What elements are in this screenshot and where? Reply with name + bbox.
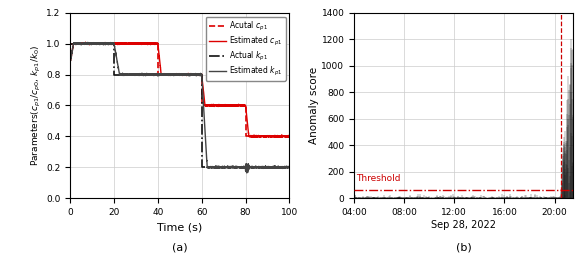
Title: (a): (a) [172,243,188,253]
Title: (b): (b) [456,243,472,253]
Acutal $c_{p1}$ [154,73,161,76]
Legend: Acutal $c_{p1}$, Estimated $c_{p1}$, Actual $k_{p1}$, Estimated $k_{p1}$: Acutal $c_{p1}$, Estimated $c_{p1}$, Act… [206,17,285,81]
Estimated $k_{p1}$ [243,171,250,174]
Acutal $c_{p1}$ [67,42,74,45]
Estimated $k_{p1}$ [258,166,265,169]
Estimated $c_{p1}$ [67,60,74,64]
X-axis label: Sep 28, 2022: Sep 28, 2022 [431,220,496,230]
Estimated $c_{p1}$ [286,135,293,138]
X-axis label: Time (s): Time (s) [157,223,202,232]
Acutal $c_{p1}$ [198,104,205,107]
Estimated $k_{p1}$ [160,74,167,77]
Acutal $c_{p1}$ [198,73,205,76]
Estimated $c_{p1}$ [281,135,288,138]
Estimated $c_{p1}$ [160,73,167,76]
Estimated $c_{p1}$ [82,41,89,44]
Estimated $c_{p1}$ [92,42,99,45]
Y-axis label: Parameters($c_{p1}/c_{p0}$, $k_{p1}/k_0$): Parameters($c_{p1}/c_{p0}$, $k_{p1}/k_0$… [30,45,43,166]
Line: Actual $k_{p1}$: Actual $k_{p1}$ [70,44,290,167]
Y-axis label: Anomaly score: Anomaly score [309,67,319,144]
Estimated $c_{p1}$ [151,43,158,46]
Estimated $c_{p1}$ [282,136,289,139]
Acutal $c_{p1}$ [154,42,161,45]
Actual $k_{p1}$ [111,73,118,76]
Estimated $k_{p1}$ [286,166,293,169]
Estimated $c_{p1}$ [105,42,112,45]
Actual $k_{p1}$ [111,42,118,45]
Actual $k_{p1}$ [67,42,74,45]
Line: Acutal $c_{p1}$: Acutal $c_{p1}$ [70,44,290,136]
Acutal $c_{p1}$ [242,135,249,138]
Acutal $c_{p1}$ [242,104,249,107]
Estimated $k_{p1}$ [105,43,112,46]
Line: Estimated $k_{p1}$: Estimated $k_{p1}$ [70,42,290,173]
Actual $k_{p1}$ [198,73,205,76]
Estimated $k_{p1}$ [84,41,91,44]
Estimated $k_{p1}$ [151,72,158,75]
Line: Estimated $c_{p1}$: Estimated $c_{p1}$ [70,42,290,137]
Text: Threshold: Threshold [356,174,401,183]
Actual $k_{p1}$ [286,166,293,169]
Actual $k_{p1}$ [198,166,205,169]
Estimated $k_{p1}$ [92,42,99,45]
Estimated $c_{p1}$ [258,135,265,138]
Estimated $k_{p1}$ [67,61,74,65]
Estimated $k_{p1}$ [282,166,289,169]
Acutal $c_{p1}$ [286,135,293,138]
